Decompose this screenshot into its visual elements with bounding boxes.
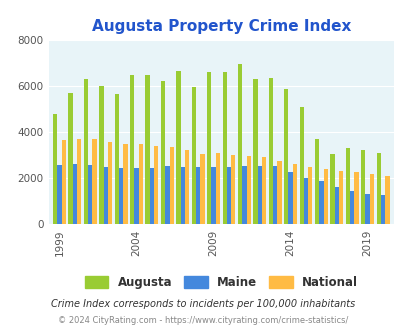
Bar	[246, 156, 250, 224]
Bar	[222, 72, 226, 224]
Bar	[99, 86, 103, 224]
Bar	[160, 81, 165, 224]
Bar	[230, 155, 235, 224]
Bar	[184, 150, 189, 224]
Bar	[123, 144, 127, 224]
Bar	[211, 167, 215, 224]
Text: Crime Index corresponds to incidents per 100,000 inhabitants: Crime Index corresponds to incidents per…	[51, 299, 354, 309]
Bar	[273, 166, 277, 224]
Bar	[92, 139, 96, 224]
Bar	[207, 72, 211, 224]
Bar	[200, 154, 204, 224]
Bar	[114, 94, 119, 224]
Bar	[119, 169, 123, 224]
Bar	[62, 140, 66, 224]
Bar	[360, 150, 364, 224]
Bar	[268, 78, 273, 224]
Bar	[103, 167, 108, 224]
Bar	[139, 144, 143, 224]
Bar	[72, 164, 77, 224]
Bar	[53, 114, 57, 224]
Bar	[130, 76, 134, 224]
Bar	[68, 93, 72, 224]
Bar	[307, 167, 312, 224]
Text: © 2024 CityRating.com - https://www.cityrating.com/crime-statistics/: © 2024 CityRating.com - https://www.city…	[58, 316, 347, 325]
Bar	[108, 142, 112, 224]
Bar	[277, 161, 281, 224]
Bar	[169, 147, 173, 224]
Bar	[288, 172, 292, 224]
Bar	[303, 178, 307, 224]
Title: Augusta Property Crime Index: Augusta Property Crime Index	[92, 19, 350, 34]
Bar	[134, 168, 139, 224]
Bar	[77, 139, 81, 224]
Bar	[318, 181, 323, 224]
Bar	[376, 153, 380, 224]
Bar	[154, 146, 158, 224]
Bar	[84, 79, 88, 224]
Bar	[165, 166, 169, 224]
Bar	[253, 79, 257, 224]
Bar	[364, 194, 369, 224]
Bar	[292, 164, 296, 224]
Bar	[180, 167, 184, 224]
Bar	[196, 167, 200, 224]
Bar	[384, 176, 388, 224]
Bar	[338, 171, 343, 224]
Bar	[369, 174, 373, 224]
Legend: Augusta, Maine, National: Augusta, Maine, National	[80, 271, 362, 293]
Bar	[149, 168, 154, 224]
Bar	[257, 166, 261, 224]
Bar	[334, 187, 338, 224]
Bar	[176, 71, 180, 224]
Bar	[226, 167, 230, 224]
Bar	[349, 191, 354, 224]
Bar	[354, 172, 358, 224]
Bar	[237, 64, 242, 224]
Bar	[323, 169, 327, 224]
Bar	[330, 154, 334, 224]
Bar	[88, 165, 92, 224]
Bar	[345, 148, 349, 224]
Bar	[284, 89, 288, 224]
Bar	[380, 195, 384, 224]
Bar	[261, 157, 266, 224]
Bar	[314, 139, 318, 224]
Bar	[215, 153, 220, 224]
Bar	[57, 166, 62, 224]
Bar	[145, 76, 149, 224]
Bar	[191, 87, 196, 224]
Bar	[242, 166, 246, 224]
Bar	[299, 107, 303, 224]
